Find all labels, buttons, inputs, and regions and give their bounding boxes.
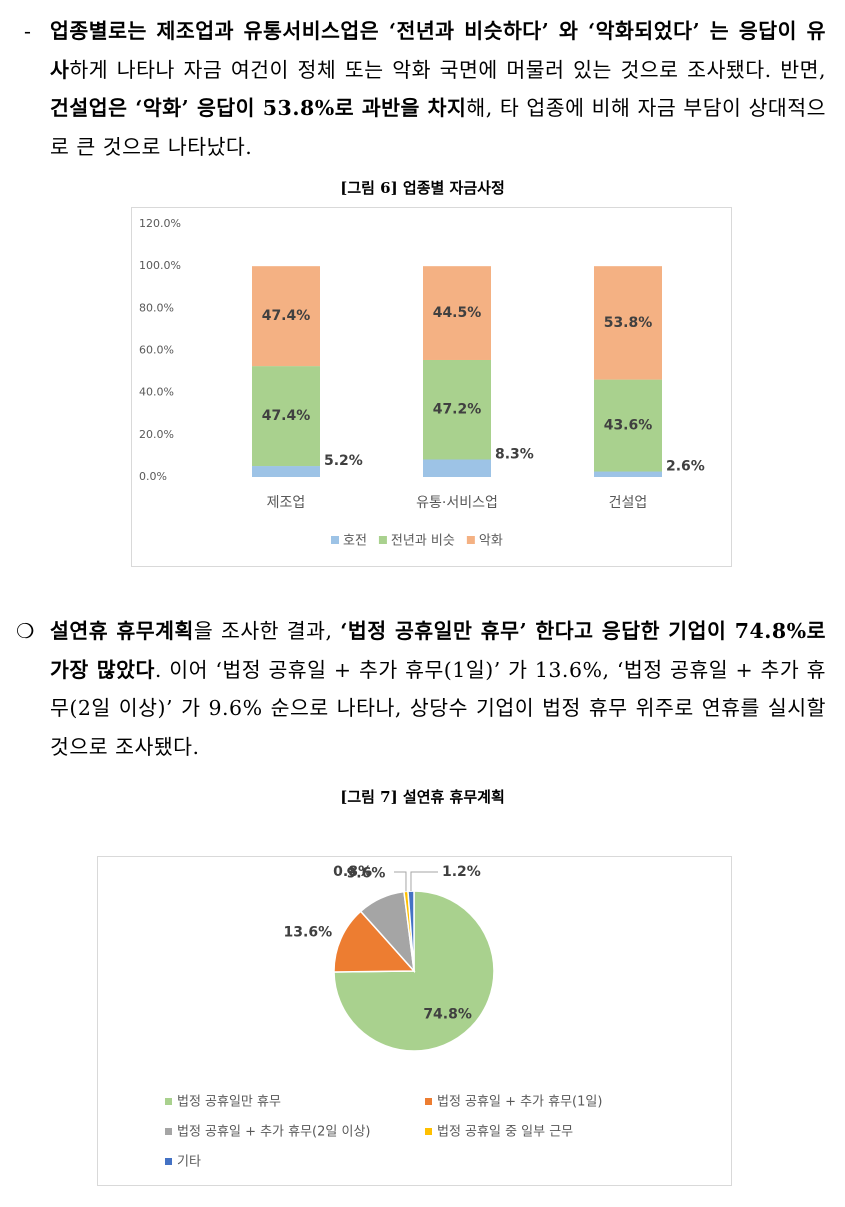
legend-swatch — [378, 536, 387, 544]
data-label: 13.6% — [284, 924, 333, 940]
bar-segment — [252, 366, 320, 467]
data-label: 9.6% — [347, 865, 386, 881]
legend-label: 법정 공휴일 중 일부 근무 — [437, 1125, 573, 1140]
data-label: 0.8% — [333, 864, 372, 880]
bar-segment — [594, 379, 662, 472]
leader-line — [394, 871, 407, 892]
bar-segment — [252, 466, 320, 477]
figure-caption: [그림 6] 업종별 자금사정 — [340, 179, 505, 197]
data-label: 43.6% — [604, 418, 653, 434]
legend-label: 법정 공휴일 + 추가 휴무(2일 이상) — [177, 1125, 371, 1140]
text-run: . 이어 ‘법정 공휴일 + 추가 휴무(1일)’ 가 13.6%, ‘법정 공… — [50, 657, 826, 759]
y-tick-label: 40.0% — [139, 386, 174, 399]
legend-swatch — [165, 1128, 172, 1135]
bar-segment — [423, 459, 491, 477]
y-tick-label: 0.0% — [139, 470, 167, 483]
legend-label: 전년과 비슷 — [391, 534, 455, 549]
pie-slice — [407, 890, 415, 972]
legend-swatch — [466, 536, 475, 544]
data-label: 8.3% — [495, 447, 534, 463]
bar-segment — [594, 471, 662, 477]
y-tick-label: 20.0% — [139, 428, 174, 441]
data-label: 47.2% — [433, 402, 482, 418]
data-label: 5.2% — [324, 453, 363, 469]
legend-label: 법정 공휴일만 휴무 — [177, 1095, 281, 1110]
legend-label: 호전 — [343, 534, 367, 549]
legend-swatch — [331, 536, 339, 544]
data-label: 44.5% — [433, 305, 482, 321]
y-tick-label: 80.0% — [139, 301, 174, 314]
data-label: 47.4% — [262, 308, 311, 324]
paragraph: 업종별로는 제조업과 유통서비스업은 ‘전년과 비슷하다’ 와 ‘악화되었다’ … — [50, 12, 826, 166]
legend-swatch — [425, 1098, 432, 1105]
legend-label: 악화 — [479, 534, 503, 549]
x-tick-label: 유통·서비스업 — [416, 495, 498, 511]
bullet: ❍ — [16, 619, 35, 643]
text-run: ‘법정 공휴일만 휴무’ 한다고 응답한 기업이 74.8%로 가장 많았다 — [50, 619, 826, 682]
legend-label: 법정 공휴일 + 추가 휴무(1일) — [437, 1095, 602, 1110]
pie-chart: 74.8%13.6%9.6%0.8% 1.2%법정 공휴일만 휴무 법정 공휴일 +… — [97, 856, 732, 1186]
bar-chart: 0.0% 20.0% 40.0% 60.0% 80.0% 100.0% 120.0% 제조업 5… — [131, 207, 732, 567]
data-label: 1.2% — [442, 864, 481, 880]
text-run: 하게 나타나 자금 여건이 정체 또는 악화 국면에 머물러 있는 것으로 조사… — [69, 57, 826, 82]
data-label: 74.8% — [423, 1006, 472, 1022]
pie-slice — [333, 910, 416, 973]
y-tick-label: 100.0% — [139, 259, 181, 272]
data-label: 2.6% — [666, 459, 705, 475]
legend-swatch — [425, 1128, 432, 1135]
bar-segment — [252, 266, 320, 367]
text-run: 건설업은 ‘악화’ 응답이 53.8%로 과반을 차지 — [50, 96, 467, 120]
y-tick-label: 120.0% — [139, 217, 181, 230]
data-label: 53.8% — [604, 315, 653, 331]
text-run: 설연휴 휴무계획 — [50, 619, 194, 643]
text-run: 업종별로는 제조업과 유통서비스업은 ‘전년과 비슷하다’ 와 ‘악화되었다’ … — [50, 19, 826, 82]
bar-segment — [423, 359, 491, 460]
bullet: - — [24, 19, 31, 43]
legend-label: 기타 — [177, 1155, 201, 1170]
paragraph: 설연휴 휴무계획을 조사한 결과, ‘법정 공휴일만 휴무’ 한다고 응답한 기… — [50, 612, 826, 766]
leader-line — [410, 871, 438, 892]
legend-swatch — [165, 1098, 172, 1105]
text-run: 을 조사한 결과, — [193, 619, 341, 643]
legend-swatch — [165, 1158, 172, 1165]
x-tick-label: 제조업 — [267, 495, 306, 511]
y-tick-label: 60.0% — [139, 344, 174, 357]
x-tick-label: 건설업 — [609, 495, 648, 511]
bar-segment — [423, 266, 491, 360]
bar-segment — [594, 266, 662, 380]
text-run: 해, 타 업종에 비해 자금 부담이 상대적으로 큰 것으로 나타났다. — [50, 96, 826, 159]
data-label: 47.4% — [262, 408, 311, 424]
figure-caption: [그림 7] 설연휴 휴무계획 — [340, 788, 505, 806]
